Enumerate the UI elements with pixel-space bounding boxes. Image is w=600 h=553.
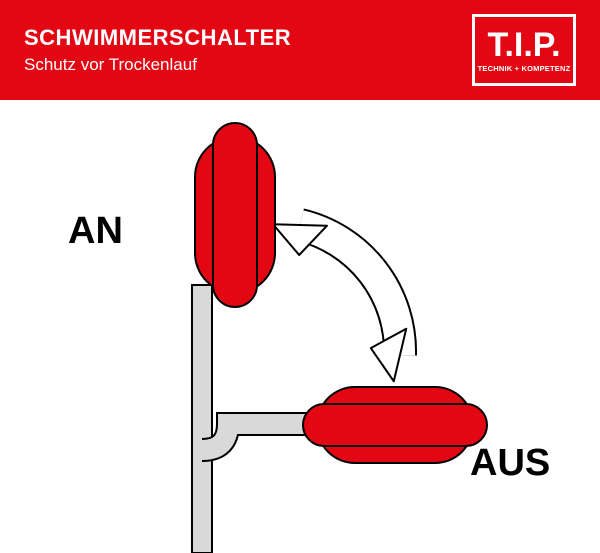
diagram-svg [0, 100, 600, 553]
header-title: SCHWIMMERSCHALTER [24, 25, 291, 51]
header-bar: SCHWIMMERSCHALTER Schutz vor Trockenlauf… [0, 0, 600, 100]
page-root: SCHWIMMERSCHALTER Schutz vor Trockenlauf… [0, 0, 600, 553]
header-subtitle: Schutz vor Trockenlauf [24, 55, 291, 75]
state-label-on: AN [68, 210, 123, 253]
diagram-area: AN AUS [0, 100, 600, 553]
brand-logo: T.I.P. TECHNIK + KOMPETENZ [472, 14, 576, 86]
state-label-off: AUS [470, 442, 550, 485]
brand-logo-main: T.I.P. [487, 28, 560, 62]
header-text-block: SCHWIMMERSCHALTER Schutz vor Trockenlauf [24, 25, 291, 75]
brand-logo-sub: TECHNIK + KOMPETENZ [478, 64, 571, 73]
